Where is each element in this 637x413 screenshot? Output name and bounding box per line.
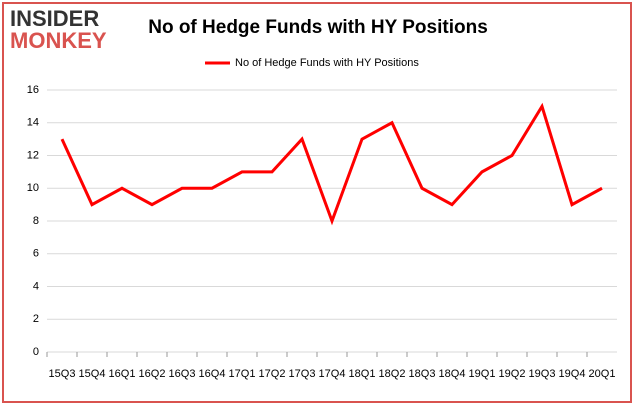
x-tick-label: 16Q1 (109, 368, 136, 380)
x-tick-label: 19Q1 (469, 368, 496, 380)
logo-line1: INSIDER (10, 6, 99, 31)
x-tick-label: 20Q1 (589, 368, 616, 380)
x-tick-label: 16Q4 (199, 368, 226, 380)
y-tick-label: 8 (33, 215, 39, 227)
x-tick-label: 17Q3 (289, 368, 316, 380)
y-tick-label: 6 (33, 248, 39, 260)
y-tick-label: 10 (27, 182, 39, 194)
x-tick-label: 17Q2 (259, 368, 286, 380)
data-line (60, 102, 603, 226)
chart-title: No of Hedge Funds with HY Positions (148, 17, 488, 38)
y-tick-label: 14 (27, 117, 39, 129)
x-tick-label: 19Q3 (529, 368, 556, 380)
x-tick-label: 17Q4 (319, 368, 346, 380)
x-tick-label: 15Q3 (49, 368, 76, 380)
y-tick-label: 0 (33, 346, 39, 358)
x-tick-label: 18Q3 (409, 368, 436, 380)
x-tick-label: 18Q2 (379, 368, 406, 380)
x-tick-label: 18Q4 (439, 368, 466, 380)
x-tick-label: 17Q1 (229, 368, 256, 380)
logo-line2: MONKEY (10, 28, 107, 53)
x-tick-label: 15Q4 (79, 368, 106, 380)
y-tick-label: 16 (27, 84, 39, 96)
y-tick-label: 2 (33, 313, 39, 325)
x-tick-label: 16Q2 (139, 368, 166, 380)
frame (2, 2, 632, 403)
x-tick-label: 16Q3 (169, 368, 196, 380)
y-tick-label: 4 (33, 280, 39, 292)
x-tick-label: 19Q2 (499, 368, 526, 380)
x-tick-label: 18Q1 (349, 368, 376, 380)
x-tick-label: 19Q4 (559, 368, 586, 380)
y-tick-label: 12 (27, 149, 39, 161)
legend-label: No of Hedge Funds with HY Positions (235, 57, 419, 69)
